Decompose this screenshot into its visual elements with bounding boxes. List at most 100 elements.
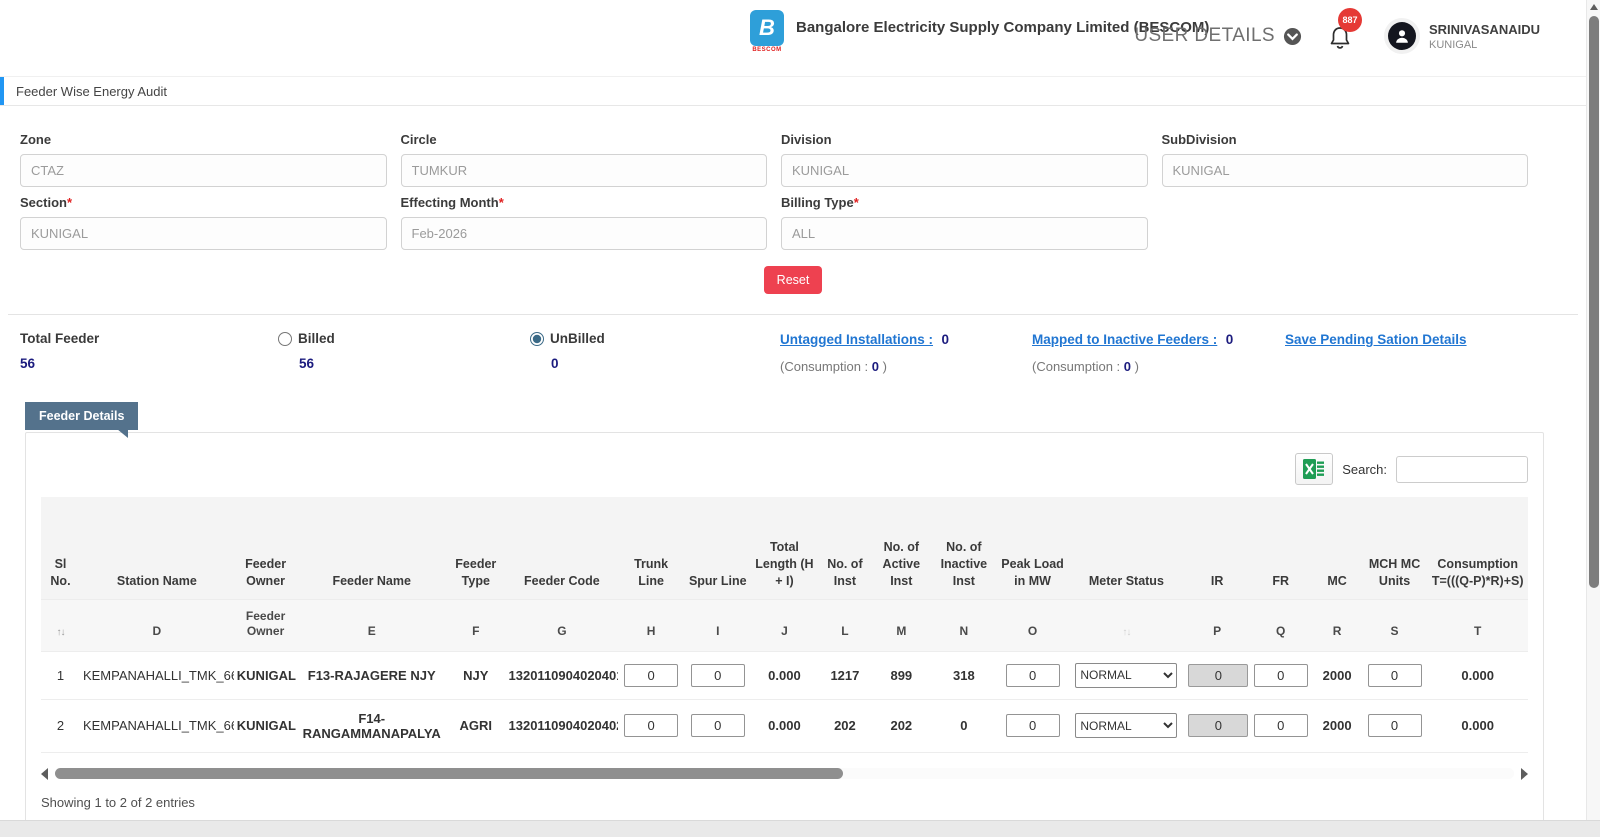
unbilled-radio[interactable] <box>530 332 544 346</box>
feeder-owner: KUNIGAL <box>234 699 298 752</box>
page-title: Feeder Wise Energy Audit <box>16 84 167 99</box>
trunk-line-input[interactable] <box>624 664 678 687</box>
avatar-person-icon <box>1388 22 1416 50</box>
col-feeder-type[interactable]: Feeder Type <box>446 497 505 599</box>
meter-status-select[interactable]: NORMAL <box>1075 713 1177 738</box>
profile[interactable]: SRINIVASANAIDU KUNIGAL <box>1384 18 1540 54</box>
col-feeder-name[interactable]: Feeder Name <box>297 497 446 599</box>
breadcrumb: Feeder Wise Energy Audit <box>0 76 1586 106</box>
table-toolbar: Search: <box>41 445 1528 487</box>
zone-label: Zone <box>20 132 51 147</box>
spur-line-input[interactable] <box>691 714 745 737</box>
no-of-active-inst: 202 <box>873 699 930 752</box>
save-pending-station-details-link[interactable]: Save Pending Sation Details <box>1285 332 1467 347</box>
search-input[interactable] <box>1396 456 1528 483</box>
section-field: Section* <box>20 189 387 250</box>
table-letter-row: ↑↓ D Feeder Owner E F G H I J L M N O ↑↓… <box>41 599 1528 651</box>
col-feeder-code[interactable]: Feeder Code <box>506 497 619 599</box>
unbilled-stat: UnBilled 0 <box>530 331 780 374</box>
notification-badge: 887 <box>1338 8 1362 32</box>
col-no-of-inactive-inst[interactable]: No. of Inactive Inst <box>930 497 998 599</box>
reset-button[interactable]: Reset <box>764 266 823 294</box>
peak-load-input[interactable] <box>1006 664 1060 687</box>
bescom-logo: B BESCOM <box>748 10 786 53</box>
required-marker: * <box>854 195 859 210</box>
vertical-scrollbar-thumb[interactable] <box>1589 16 1599 588</box>
feeder-type: AGRI <box>446 699 505 752</box>
col-consumption[interactable]: Consumption T=(((Q-P)*R)+S) <box>1427 497 1528 599</box>
save-pending-stat: Save Pending Sation Details <box>1285 331 1566 374</box>
peak-load-input[interactable] <box>1006 714 1060 737</box>
notifications[interactable]: 887 <box>1328 14 1358 58</box>
total-length: 0.000 <box>752 651 818 699</box>
bottom-scrollbar-track[interactable] <box>0 820 1600 837</box>
subdivision-input[interactable] <box>1162 154 1529 187</box>
col-meter-status[interactable]: Meter Status <box>1067 497 1185 599</box>
untagged-installations-link[interactable]: Untagged Installations : <box>780 332 933 347</box>
mc-value: 2000 <box>1313 651 1362 699</box>
col-total-length[interactable]: Total Length (H + I) <box>752 497 818 599</box>
feeder-code: 1320110904020402 <box>506 699 619 752</box>
feeder-type: NJY <box>446 651 505 699</box>
tab-feeder-details[interactable]: Feeder Details <box>25 402 138 430</box>
mch-mc-units-input[interactable] <box>1368 714 1422 737</box>
untagged-installations-value: 0 <box>941 332 949 347</box>
avatar <box>1384 18 1420 54</box>
division-input[interactable] <box>781 154 1148 187</box>
feeder-name: F14-RANGAMMANAPALYA <box>297 699 446 752</box>
bescom-logo-icon: B <box>750 10 784 46</box>
mapped-inactive-feeders-value: 0 <box>1226 332 1234 347</box>
feeder-owner: KUNIGAL <box>234 651 298 699</box>
vertical-scrollbar[interactable] <box>1586 0 1600 820</box>
mapped-inactive-feeders-link[interactable]: Mapped to Inactive Feeders : <box>1032 332 1217 347</box>
sort-arrows-icon[interactable]: ↑↓ <box>1067 599 1185 651</box>
scroll-left-arrow-icon[interactable] <box>41 768 48 780</box>
total-feeder-stat: Total Feeder 56 <box>20 331 278 374</box>
no-of-active-inst: 899 <box>873 651 930 699</box>
top-right-cluster: USER DETAILS 887 SRINIVASANAIDU <box>1134 14 1540 58</box>
billed-stat: Billed 56 <box>278 331 530 374</box>
scrollbar-track[interactable] <box>55 768 1514 779</box>
col-mc[interactable]: MC <box>1313 497 1362 599</box>
billing-type-input[interactable] <box>781 217 1148 250</box>
billed-radio[interactable] <box>278 332 292 346</box>
col-sl-no[interactable]: Sl No. <box>41 497 80 599</box>
meter-status-select[interactable]: NORMAL <box>1075 663 1177 688</box>
no-of-inst: 202 <box>817 699 872 752</box>
col-no-of-inst[interactable]: No. of Inst <box>817 497 872 599</box>
trunk-line-input[interactable] <box>624 714 678 737</box>
sort-arrows-icon[interactable]: ↑↓ <box>41 599 80 651</box>
spur-line-input[interactable] <box>691 664 745 687</box>
mch-mc-units-input[interactable] <box>1368 664 1422 687</box>
col-no-of-active-inst[interactable]: No. of Active Inst <box>873 497 930 599</box>
user-details-menu[interactable]: USER DETAILS <box>1134 25 1302 47</box>
fr-input[interactable] <box>1254 664 1308 687</box>
col-mch-mc-units[interactable]: MCH MC Units <box>1362 497 1428 599</box>
consumption-value: 0.000 <box>1427 651 1528 699</box>
col-ir[interactable]: IR <box>1185 497 1249 599</box>
excel-export-button[interactable] <box>1295 453 1333 485</box>
col-trunk-line[interactable]: Trunk Line <box>618 497 684 599</box>
total-feeder-label: Total Feeder <box>20 331 278 346</box>
col-fr[interactable]: FR <box>1249 497 1313 599</box>
scroll-right-arrow-icon[interactable] <box>1521 768 1528 780</box>
scroll-up-arrow-icon[interactable] <box>1590 4 1598 10</box>
sl-no: 2 <box>41 699 80 752</box>
billed-value: 56 <box>278 356 530 371</box>
subdivision-field: SubDivision <box>1162 126 1529 187</box>
chevron-circle-down-icon <box>1283 27 1302 46</box>
zone-field: Zone <box>20 126 387 187</box>
circle-input[interactable] <box>401 154 768 187</box>
col-spur-line[interactable]: Spur Line <box>684 497 752 599</box>
section-input[interactable] <box>20 217 387 250</box>
zone-input[interactable] <box>20 154 387 187</box>
fr-input[interactable] <box>1254 714 1308 737</box>
col-peak-load[interactable]: Peak Load in MW <box>998 497 1068 599</box>
effecting-month-input[interactable] <box>401 217 768 250</box>
col-station-name[interactable]: Station Name <box>80 497 234 599</box>
user-name: SRINIVASANAIDU <box>1429 22 1540 37</box>
scrollbar-thumb[interactable] <box>55 768 843 779</box>
untagged-installations-stat: Untagged Installations : 0 (Consumption … <box>780 331 1032 374</box>
col-feeder-owner[interactable]: Feeder Owner <box>234 497 298 599</box>
circle-field: Circle <box>401 126 768 187</box>
